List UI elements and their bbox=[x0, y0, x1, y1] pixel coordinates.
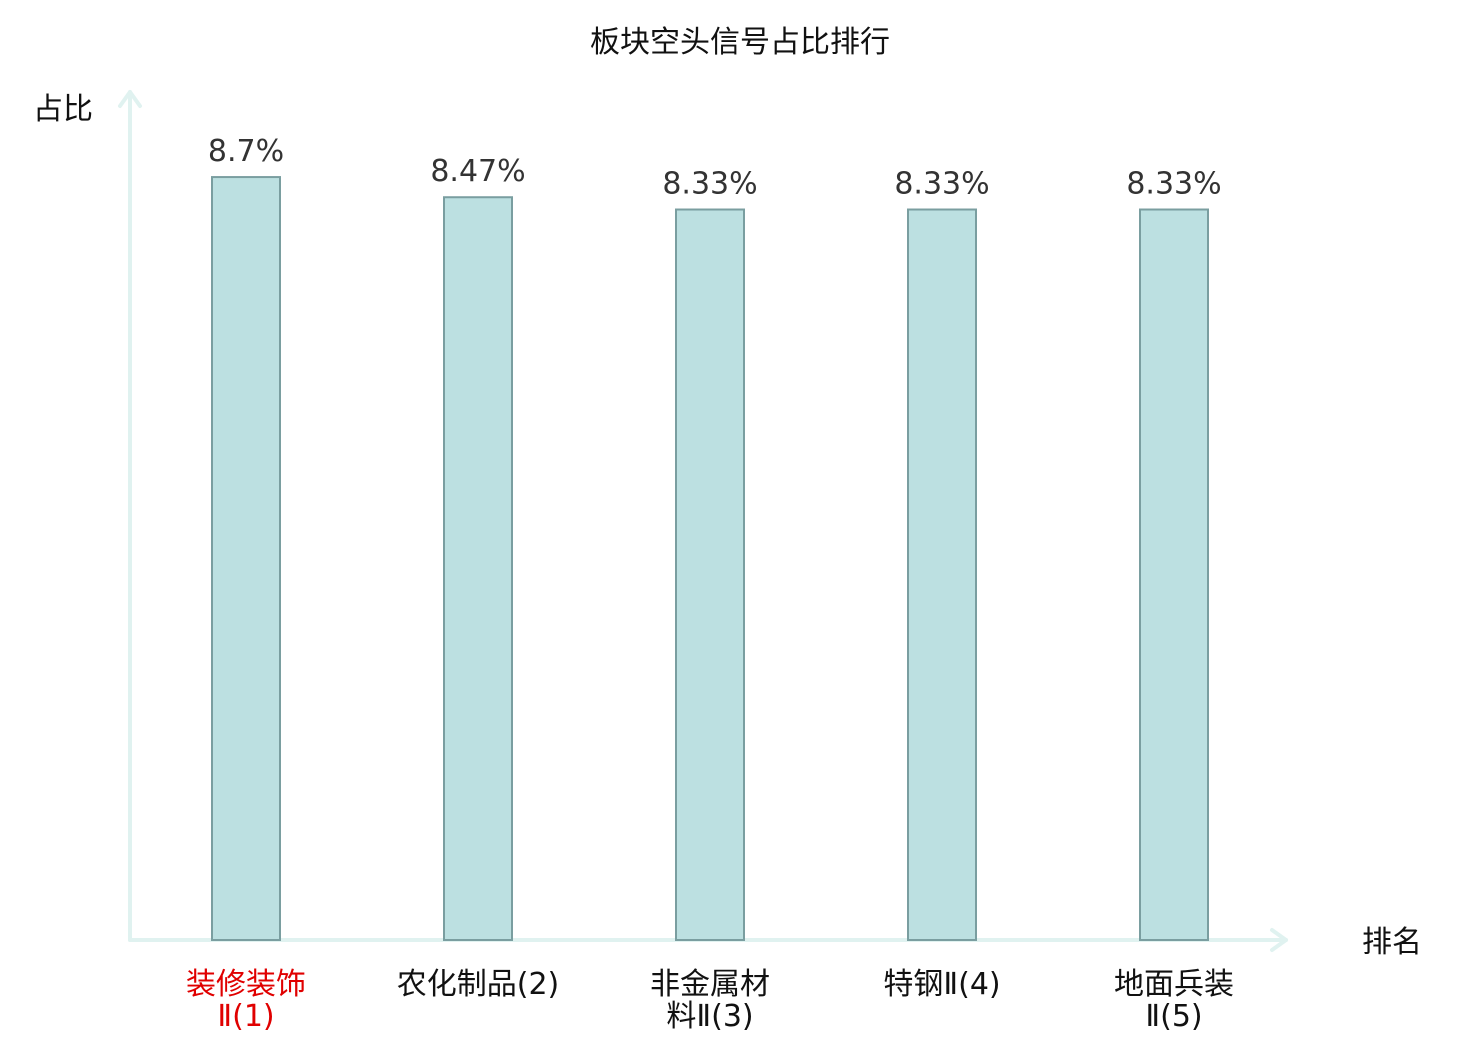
y-axis-arrow bbox=[118, 90, 142, 108]
category-label-3: 非金属材料Ⅱ(3) bbox=[650, 967, 770, 1034]
value-label-4: 8.33% bbox=[894, 167, 989, 202]
value-label-3: 8.33% bbox=[662, 167, 757, 202]
category-label-line: Ⅱ(5) bbox=[1145, 999, 1202, 1034]
x-axis-label: 排名 bbox=[1362, 925, 1422, 960]
category-label-4: 特钢Ⅱ(4) bbox=[883, 967, 1000, 1002]
chart-title: 板块空头信号占比排行 bbox=[590, 25, 890, 60]
bar-2 bbox=[443, 196, 513, 942]
value-labels-group: 8.7% 8.47% 8.33% 8.33% 8.33% bbox=[208, 134, 1222, 201]
category-label-1: 装修装饰 Ⅱ(1) bbox=[186, 967, 306, 1034]
y-axis-label: 占比 bbox=[33, 92, 93, 127]
category-label-line: Ⅱ(1) bbox=[217, 999, 274, 1034]
value-label-2: 8.47% bbox=[430, 154, 525, 189]
category-label-line: 特钢Ⅱ(4) bbox=[883, 967, 1000, 1002]
value-label-5: 8.33% bbox=[1126, 167, 1221, 202]
category-labels-group: 装修装饰 Ⅱ(1) 农化制品(2) 非金属材料Ⅱ(3) 特钢Ⅱ(4) 地面兵装 Ⅱ(5) bbox=[186, 967, 1234, 1034]
category-label-line: 非金属材 bbox=[650, 967, 770, 1002]
category-label-line: 装修装饰 bbox=[186, 967, 306, 1002]
bar-4 bbox=[907, 208, 977, 941]
bar-5 bbox=[1139, 208, 1209, 941]
x-axis-arrow bbox=[1270, 928, 1288, 952]
category-label-line: 农化制品(2) bbox=[397, 967, 560, 1002]
value-label-1: 8.7% bbox=[208, 134, 284, 169]
category-label-line: 地面兵装 bbox=[1114, 967, 1234, 1002]
bar-1 bbox=[211, 176, 281, 941]
bar-3 bbox=[675, 208, 745, 941]
bars-group bbox=[211, 176, 1209, 942]
category-label-2: 农化制品(2) bbox=[397, 967, 560, 1002]
category-label-5: 地面兵装 Ⅱ(5) bbox=[1114, 967, 1234, 1034]
category-label-line: 料Ⅱ(3) bbox=[666, 999, 753, 1034]
